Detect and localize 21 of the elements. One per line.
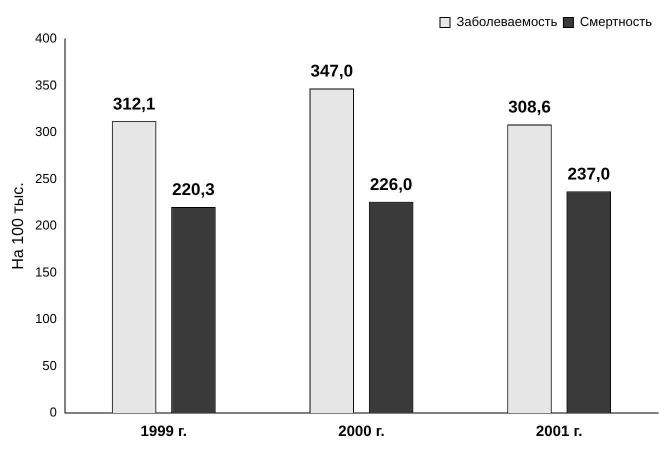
legend-label: Смертность	[580, 14, 652, 30]
data-label: 220,3	[172, 180, 215, 200]
y-tick-label: 200	[35, 218, 57, 233]
y-tick-label: 150	[35, 264, 57, 280]
y-tick-label: 400	[35, 30, 57, 46]
x-tick-label: 2001 г.	[536, 423, 582, 440]
data-label: 312,1	[112, 94, 156, 114]
y-axis-title: На 100 тыс.	[10, 182, 28, 270]
x-tick-label: 1999 г.	[140, 423, 187, 440]
y-tick-label: 250	[35, 170, 57, 186]
y-tick-label: 50	[42, 358, 57, 373]
legend-label: Заболеваемость	[456, 14, 558, 30]
y-tick-label: 350	[35, 77, 57, 92]
x-tick-label: 2000 г.	[338, 423, 385, 440]
y-tick-label: 0	[50, 404, 57, 420]
data-label: 237,0	[568, 164, 610, 184]
data-label: 308,6	[508, 98, 551, 117]
data-label: 226,0	[370, 174, 412, 194]
y-tick-label: 300	[35, 124, 57, 140]
data-label: 347,0	[310, 62, 354, 81]
y-tick-label: 100	[35, 311, 57, 326]
